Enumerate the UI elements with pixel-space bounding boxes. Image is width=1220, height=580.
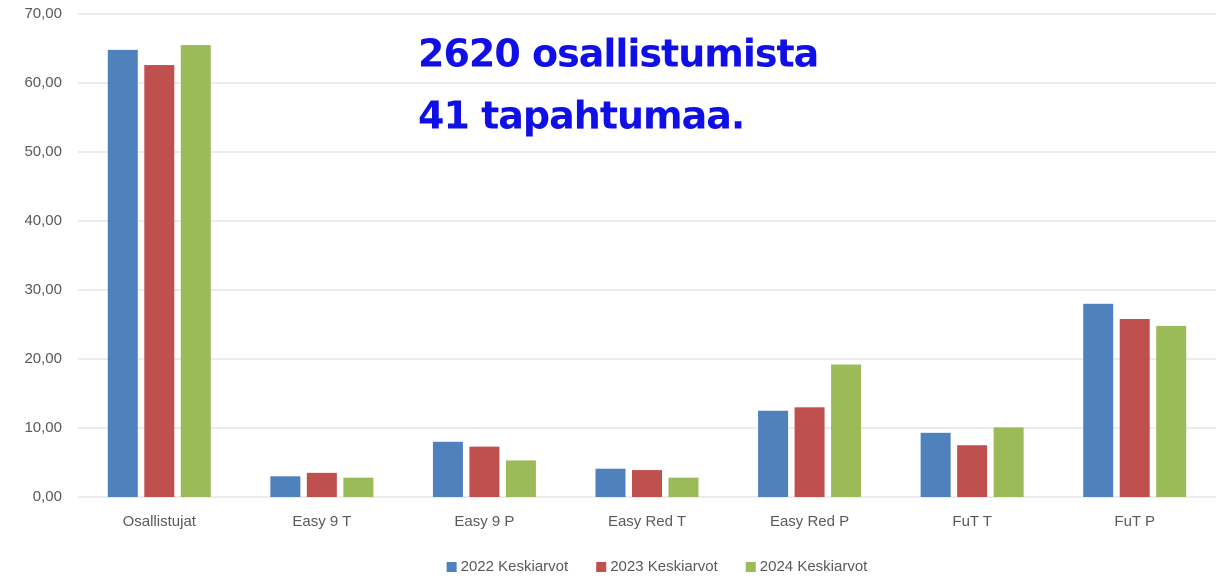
bar bbox=[343, 477, 374, 497]
y-tick-label: 30,00 bbox=[24, 281, 62, 298]
bar bbox=[957, 445, 988, 497]
bar bbox=[432, 441, 463, 497]
bar bbox=[758, 410, 789, 497]
legend-label: 2023 Keskiarvot bbox=[610, 558, 718, 575]
legend-label: 2022 Keskiarvot bbox=[461, 558, 569, 575]
legend-swatch bbox=[446, 562, 457, 572]
y-tick-label: 60,00 bbox=[24, 74, 62, 91]
bar bbox=[107, 49, 138, 497]
bar bbox=[668, 477, 699, 497]
y-tick-label: 70,00 bbox=[24, 5, 62, 22]
x-tick-label: Easy 9 T bbox=[292, 513, 351, 530]
annotation: 41 tapahtumaa. bbox=[418, 94, 744, 138]
x-tick-label: Easy Red T bbox=[608, 513, 686, 530]
bar bbox=[920, 432, 951, 497]
legend-swatch bbox=[596, 562, 607, 572]
bar bbox=[469, 446, 500, 497]
bar bbox=[144, 65, 175, 497]
legend-item: 2022 Keskiarvot bbox=[446, 558, 569, 575]
bar bbox=[180, 45, 211, 498]
legend-swatch bbox=[745, 562, 756, 572]
bar bbox=[1083, 303, 1114, 497]
bar bbox=[632, 470, 662, 497]
legend-item: 2023 Keskiarvot bbox=[596, 558, 719, 575]
bar bbox=[993, 427, 1024, 497]
y-tick-label: 10,00 bbox=[24, 419, 62, 436]
x-tick-label: Easy Red P bbox=[770, 513, 849, 530]
x-tick-label: Easy 9 P bbox=[454, 513, 514, 530]
legend-item: 2024 Keskiarvot bbox=[745, 558, 868, 575]
bar bbox=[1156, 325, 1187, 497]
bar bbox=[505, 460, 536, 497]
x-tick-label: FuT P bbox=[1114, 513, 1155, 530]
y-tick-label: 0,00 bbox=[33, 488, 62, 505]
y-tick-label: 40,00 bbox=[24, 212, 62, 229]
bar bbox=[595, 468, 626, 497]
bar bbox=[831, 364, 862, 497]
legend-label: 2024 Keskiarvot bbox=[760, 558, 868, 575]
annotation: 2620 osallistumista bbox=[418, 32, 818, 76]
x-tick-label: Osallistujat bbox=[123, 513, 197, 530]
x-tick-label: FuT T bbox=[952, 513, 991, 530]
bar bbox=[306, 472, 337, 497]
bar bbox=[794, 407, 825, 497]
y-tick-label: 50,00 bbox=[24, 143, 62, 160]
y-tick-label: 20,00 bbox=[24, 350, 62, 367]
bar bbox=[270, 476, 301, 497]
bar bbox=[1119, 318, 1150, 497]
